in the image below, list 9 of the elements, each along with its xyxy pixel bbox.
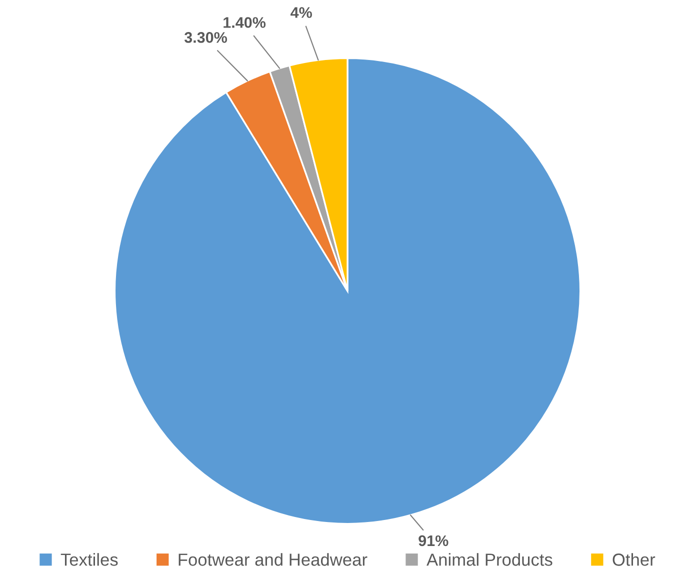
- legend-label: Animal Products: [426, 553, 552, 566]
- legend-label: Other: [612, 553, 656, 566]
- pie-slice: [114, 57, 582, 525]
- legend-label: Footwear and Headwear: [178, 553, 368, 566]
- data-label: 4%: [290, 7, 312, 18]
- data-label: 1.40%: [224, 17, 266, 28]
- data-label: 3.30%: [184, 32, 228, 43]
- legend-label: Textiles: [60, 553, 118, 566]
- data-label: 91%: [418, 535, 448, 546]
